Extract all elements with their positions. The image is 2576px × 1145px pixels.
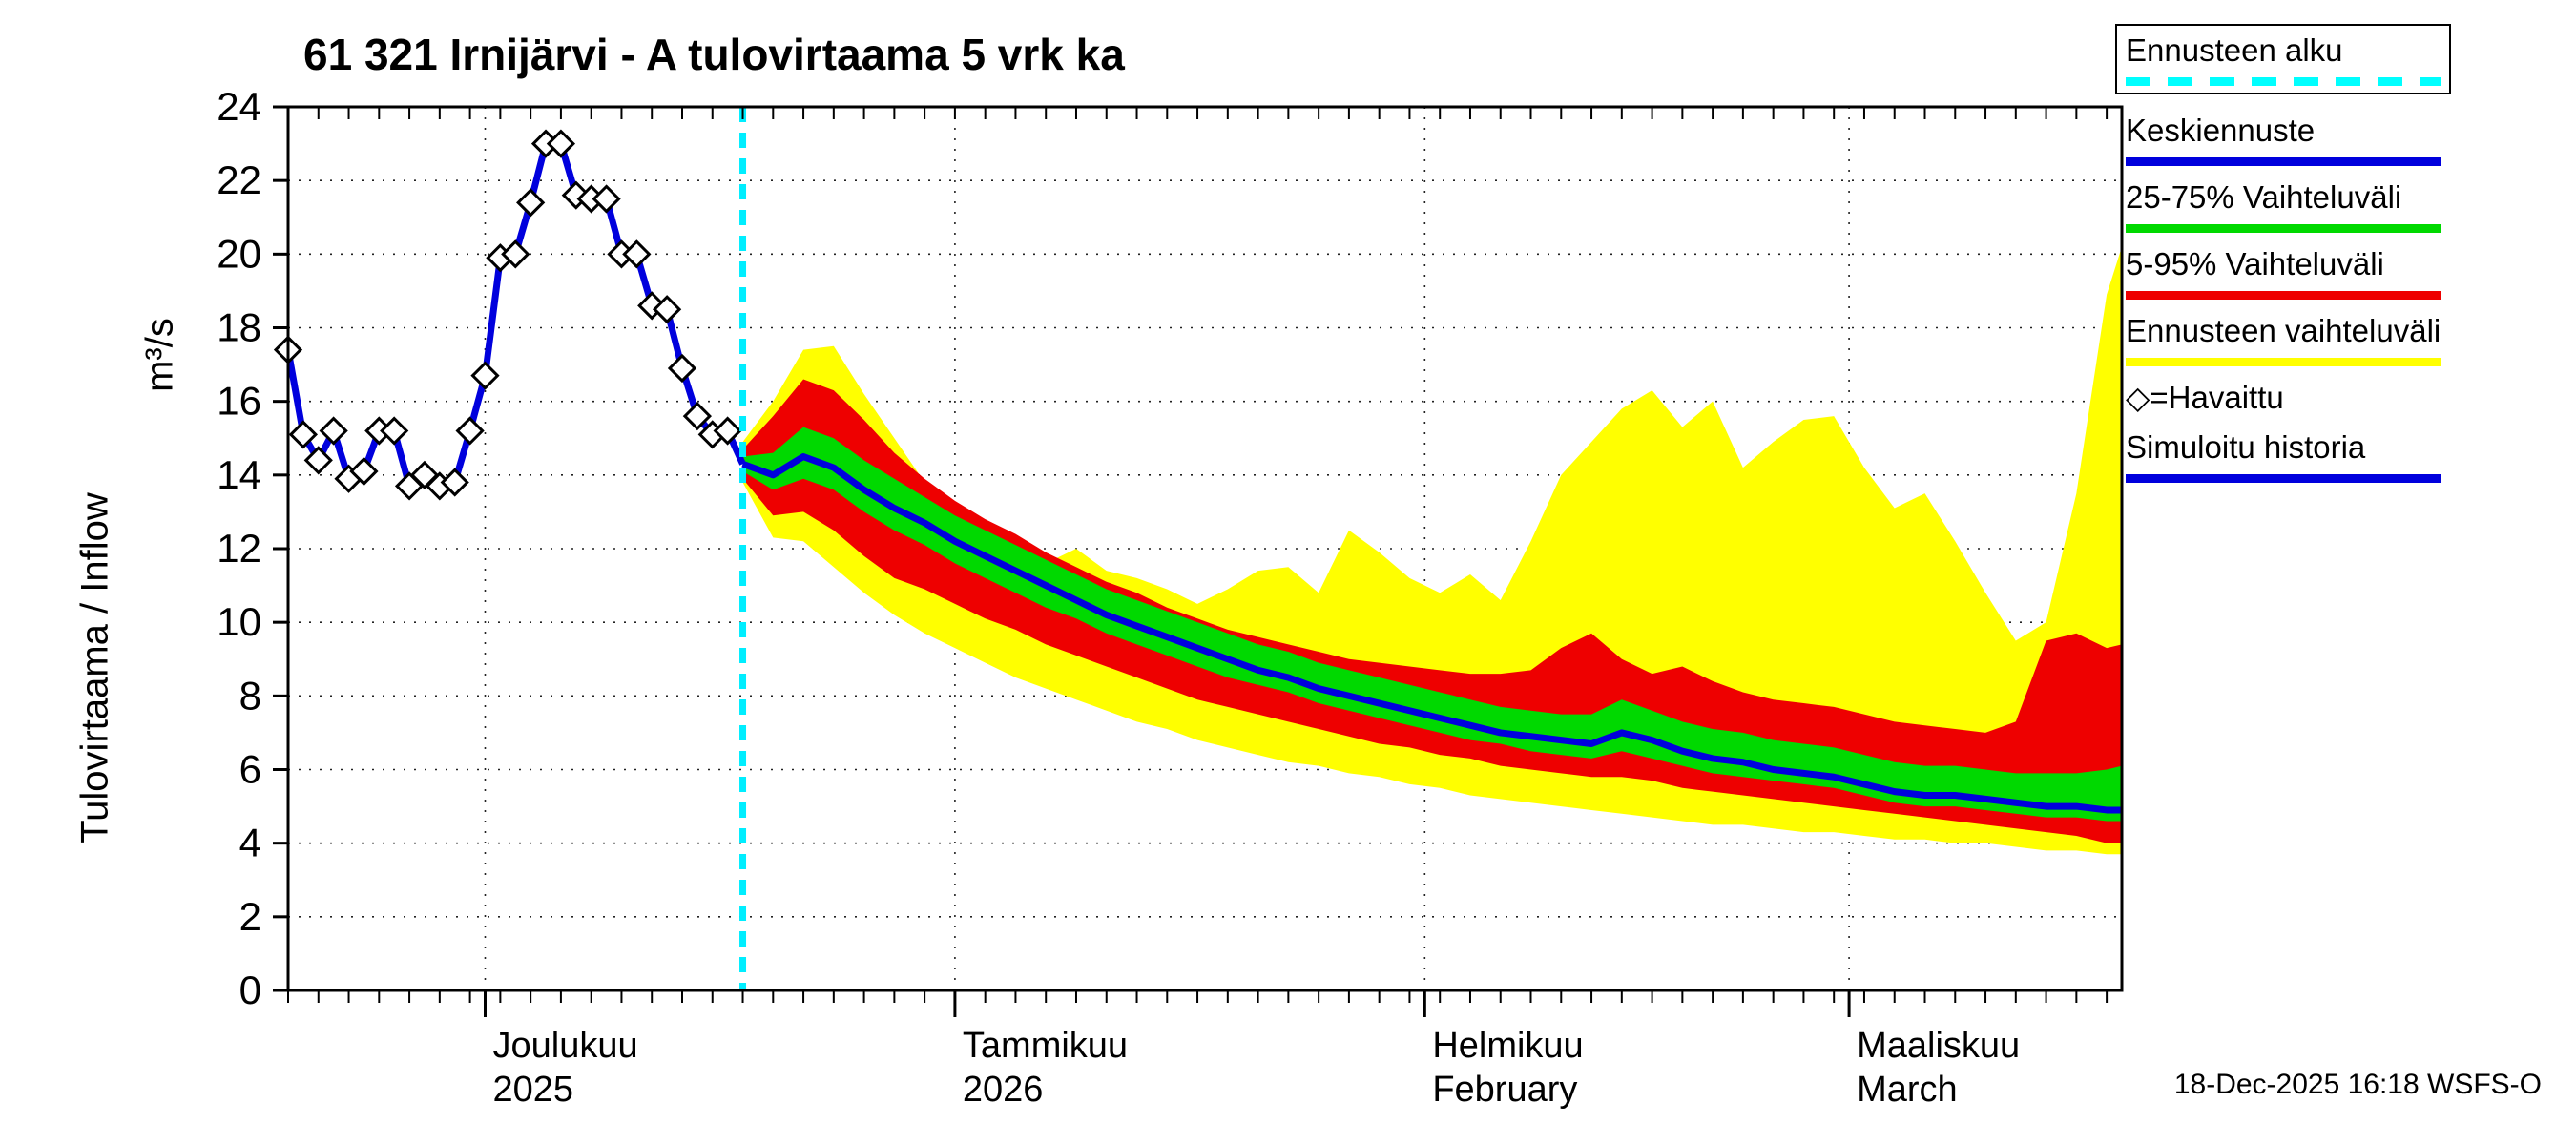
y-tick-label: 20: [217, 231, 261, 276]
band-5-95: [742, 379, 2122, 843]
y-tick-label: 18: [217, 305, 261, 350]
x-month-sublabel: 2025: [492, 1070, 573, 1110]
x-month-sublabel: February: [1432, 1070, 1577, 1110]
observed-diamond-marker: [667, 353, 697, 384]
legend-item-25-75-vaihteluvali: 25-75% Vaihteluväli: [2126, 179, 2441, 233]
median-line-swatch: [2126, 157, 2441, 166]
observed-diamond-marker: [622, 239, 652, 269]
x-month-label: Tammikuu: [963, 1026, 1128, 1066]
observed-diamond-marker: [303, 446, 333, 475]
forecast-start-line-swatch: [2126, 77, 2441, 86]
observed-diamond-marker: [319, 416, 348, 446]
observed-diamond-marker: [349, 456, 379, 487]
x-month-sublabel: March: [1857, 1070, 1958, 1110]
observed-diamond-marker: [561, 180, 591, 210]
band-minmax-swatch: [2126, 358, 2441, 366]
y-axis-units-label: m³/s: [138, 318, 181, 392]
legend-item-simuloitu-historia: Simuloitu historia: [2126, 429, 2441, 483]
observed-diamond-marker: [288, 420, 319, 449]
legend-label: Simuloitu historia: [2126, 429, 2366, 465]
observed-diamond-marker: [713, 416, 742, 446]
y-tick-label: 10: [217, 599, 261, 644]
observed-marker-legend-label: ◇=Havaittu: [2126, 380, 2284, 415]
y-axis-label: Tulovirtaama / Inflow: [73, 492, 116, 843]
legend-label: Ennusteen vaihteluväli: [2126, 313, 2441, 348]
timestamp: 18-Dec-2025 16:18 WSFS-O: [2173, 1069, 2542, 1100]
legend-label: Ennusteen alku: [2126, 32, 2343, 68]
y-tick-label: 14: [217, 452, 261, 497]
median-forecast-line: [741, 453, 2122, 814]
observed-diamond-marker: [652, 295, 682, 324]
y-tick-label: 6: [239, 747, 261, 792]
observed-diamond-marker: [455, 416, 485, 446]
legend-item-havaittu: ◇=Havaittu: [2126, 380, 2441, 416]
observed-diamond-marker: [380, 416, 409, 446]
x-month-label: Joulukuu: [492, 1026, 637, 1066]
observed-diamond-marker: [546, 129, 576, 158]
observed-diamond-marker: [470, 361, 500, 390]
observed-diamond-marker: [682, 401, 712, 431]
chart-legend: Ennusteen alku Keskiennuste 25-75% Vaiht…: [2115, 24, 2451, 483]
legend-label: 5-95% Vaihteluväli: [2126, 246, 2384, 281]
band-25-75-swatch: [2126, 224, 2441, 233]
y-tick-label: 22: [217, 157, 261, 202]
y-tick-label: 16: [217, 379, 261, 424]
observed-diamond-marker: [516, 188, 546, 218]
legend-item-5-95-vaihteluvali: 5-95% Vaihteluväli: [2126, 246, 2441, 300]
band-25-75: [742, 427, 2122, 822]
x-month-label: Helmikuu: [1432, 1026, 1583, 1066]
observed-diamond-marker: [501, 239, 530, 269]
legend-item-keskiennuste: Keskiennuste: [2126, 113, 2441, 166]
legend-item-ennusteen-vaihteluvali: Ennusteen vaihteluväli: [2126, 313, 2441, 366]
observed-diamond-marker: [440, 468, 469, 497]
legend-item-ennusteen-alku: Ennusteen alku: [2115, 24, 2451, 94]
x-month-label: Maaliskuu: [1857, 1026, 2020, 1066]
page-title: 61 321 Irnijärvi - A tulovirtaama 5 vrk …: [303, 30, 1125, 79]
band-5-95-swatch: [2126, 291, 2441, 300]
y-tick-label: 4: [239, 821, 261, 865]
y-tick-label: 0: [239, 968, 261, 1012]
y-tick-label: 8: [239, 673, 261, 718]
y-tick-label: 2: [239, 894, 261, 939]
legend-label: 25-75% Vaihteluväli: [2126, 179, 2402, 215]
observed-diamond-marker: [592, 184, 621, 214]
legend-label: Keskiennuste: [2126, 113, 2316, 148]
history-line-swatch: [2126, 474, 2441, 483]
y-tick-label: 24: [217, 84, 261, 129]
x-month-sublabel: 2026: [963, 1070, 1044, 1110]
y-tick-label: 12: [217, 526, 261, 571]
